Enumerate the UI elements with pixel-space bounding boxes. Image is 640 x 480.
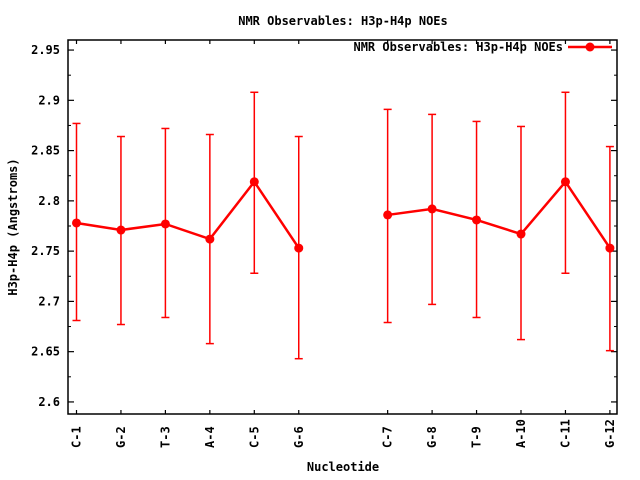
axes-layer: 2.6 2.65 2.7 2.75 2.8 2.85 2.9 2.95 C-1 G-2 T-3 A-4… (31, 39, 618, 448)
data-point (516, 229, 526, 239)
y-tick-label: 2.85 (31, 144, 60, 158)
data-point (160, 219, 170, 229)
series-line (76, 179, 300, 249)
x-category-label: T-3 (158, 426, 172, 448)
y-tick-label: 2.9 (38, 93, 60, 107)
data-point (72, 218, 81, 228)
x-category-label: G-8 (425, 426, 439, 448)
legend-label: NMR Observables: H3p-H4p NOEs (353, 40, 563, 54)
data-point (472, 215, 482, 225)
plot-frame (67, 39, 618, 415)
x-category-label: G-12 (603, 419, 617, 448)
x-category-label: T-9 (470, 426, 484, 448)
data-point (249, 177, 259, 187)
data-point (116, 225, 126, 235)
legend-point-sample (585, 42, 595, 52)
chart-title: NMR Observables: H3p-H4p NOEs (238, 14, 448, 28)
x-category-label: A-4 (203, 426, 217, 448)
data-point (605, 243, 615, 253)
y-axis-label: H3p-H4p (Angstroms) (6, 158, 20, 295)
y-tick-label: 2.8 (38, 194, 60, 208)
y-tick-label: 2.7 (38, 294, 60, 308)
y-tick-label: 2.6 (38, 395, 60, 409)
data-point (427, 204, 437, 214)
x-category-label: C-5 (247, 426, 261, 448)
data-point (205, 234, 215, 244)
series-layer (72, 91, 615, 360)
x-axis-label: Nucleotide (307, 460, 379, 474)
data-point (560, 177, 570, 187)
y-tick-label: 2.95 (31, 43, 60, 57)
x-category-label: A-10 (514, 419, 528, 448)
x-category-label: C-1 (70, 426, 84, 448)
x-category-label: C-7 (381, 426, 395, 448)
y-tick-label: 2.65 (31, 345, 60, 359)
y-tick-label: 2.75 (31, 244, 60, 258)
x-category-label: G-6 (292, 426, 306, 448)
data-point (383, 210, 393, 220)
x-category-label: C-11 (558, 419, 572, 448)
legend-sample (568, 42, 612, 52)
series-line (387, 179, 611, 249)
data-point (294, 243, 304, 253)
x-category-label: G-2 (114, 426, 128, 448)
